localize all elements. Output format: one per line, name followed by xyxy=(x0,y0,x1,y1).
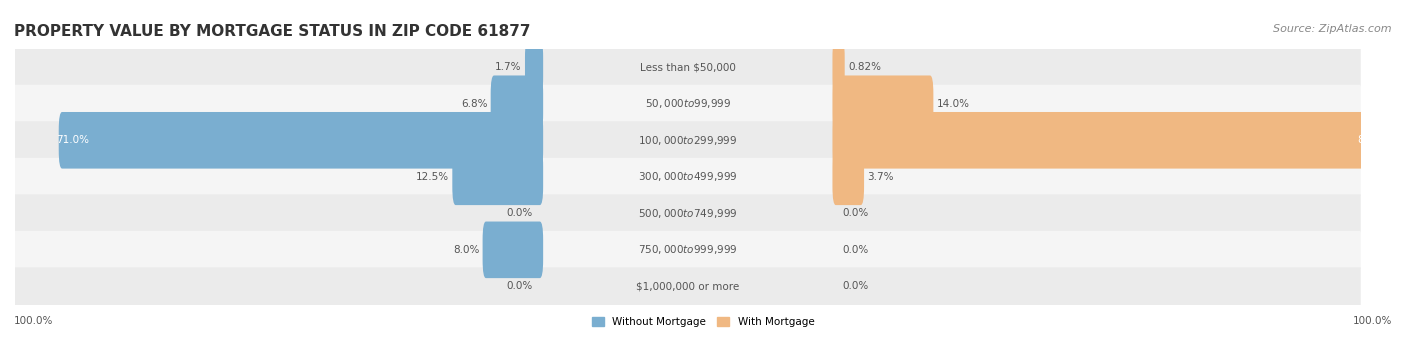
Text: 0.0%: 0.0% xyxy=(842,245,869,255)
Text: 0.82%: 0.82% xyxy=(848,62,882,72)
FancyBboxPatch shape xyxy=(491,75,543,132)
Text: 0.0%: 0.0% xyxy=(506,208,533,218)
Text: 12.5%: 12.5% xyxy=(416,172,449,182)
Text: Less than $50,000: Less than $50,000 xyxy=(640,62,735,72)
Legend: Without Mortgage, With Mortgage: Without Mortgage, With Mortgage xyxy=(588,313,818,331)
Text: 1.7%: 1.7% xyxy=(495,62,522,72)
Text: $750,000 to $999,999: $750,000 to $999,999 xyxy=(638,243,738,256)
Text: $500,000 to $749,999: $500,000 to $749,999 xyxy=(638,207,738,220)
FancyBboxPatch shape xyxy=(482,222,543,278)
Text: 100.0%: 100.0% xyxy=(14,317,53,326)
FancyBboxPatch shape xyxy=(832,75,934,132)
Text: 81.5%: 81.5% xyxy=(1357,135,1391,145)
FancyBboxPatch shape xyxy=(59,112,543,169)
Text: $50,000 to $99,999: $50,000 to $99,999 xyxy=(644,97,731,110)
FancyBboxPatch shape xyxy=(15,85,1361,123)
Text: $100,000 to $299,999: $100,000 to $299,999 xyxy=(638,134,738,147)
Text: 3.7%: 3.7% xyxy=(868,172,894,182)
Text: 0.0%: 0.0% xyxy=(506,281,533,291)
FancyBboxPatch shape xyxy=(832,112,1388,169)
Text: PROPERTY VALUE BY MORTGAGE STATUS IN ZIP CODE 61877: PROPERTY VALUE BY MORTGAGE STATUS IN ZIP… xyxy=(14,24,530,39)
Text: 6.8%: 6.8% xyxy=(461,99,488,109)
FancyBboxPatch shape xyxy=(453,149,543,205)
FancyBboxPatch shape xyxy=(15,158,1361,196)
Text: 71.0%: 71.0% xyxy=(56,135,89,145)
FancyBboxPatch shape xyxy=(15,121,1361,159)
FancyBboxPatch shape xyxy=(15,194,1361,232)
Text: $300,000 to $499,999: $300,000 to $499,999 xyxy=(638,170,738,183)
FancyBboxPatch shape xyxy=(524,39,543,96)
Text: $1,000,000 or more: $1,000,000 or more xyxy=(636,281,740,291)
FancyBboxPatch shape xyxy=(15,267,1361,305)
Text: 0.0%: 0.0% xyxy=(842,281,869,291)
FancyBboxPatch shape xyxy=(832,149,865,205)
Text: 14.0%: 14.0% xyxy=(936,99,970,109)
Text: 100.0%: 100.0% xyxy=(1353,317,1392,326)
Text: 0.0%: 0.0% xyxy=(842,208,869,218)
FancyBboxPatch shape xyxy=(832,39,845,96)
Text: 8.0%: 8.0% xyxy=(453,245,479,255)
FancyBboxPatch shape xyxy=(15,231,1361,269)
Text: Source: ZipAtlas.com: Source: ZipAtlas.com xyxy=(1274,24,1392,34)
FancyBboxPatch shape xyxy=(15,48,1361,86)
